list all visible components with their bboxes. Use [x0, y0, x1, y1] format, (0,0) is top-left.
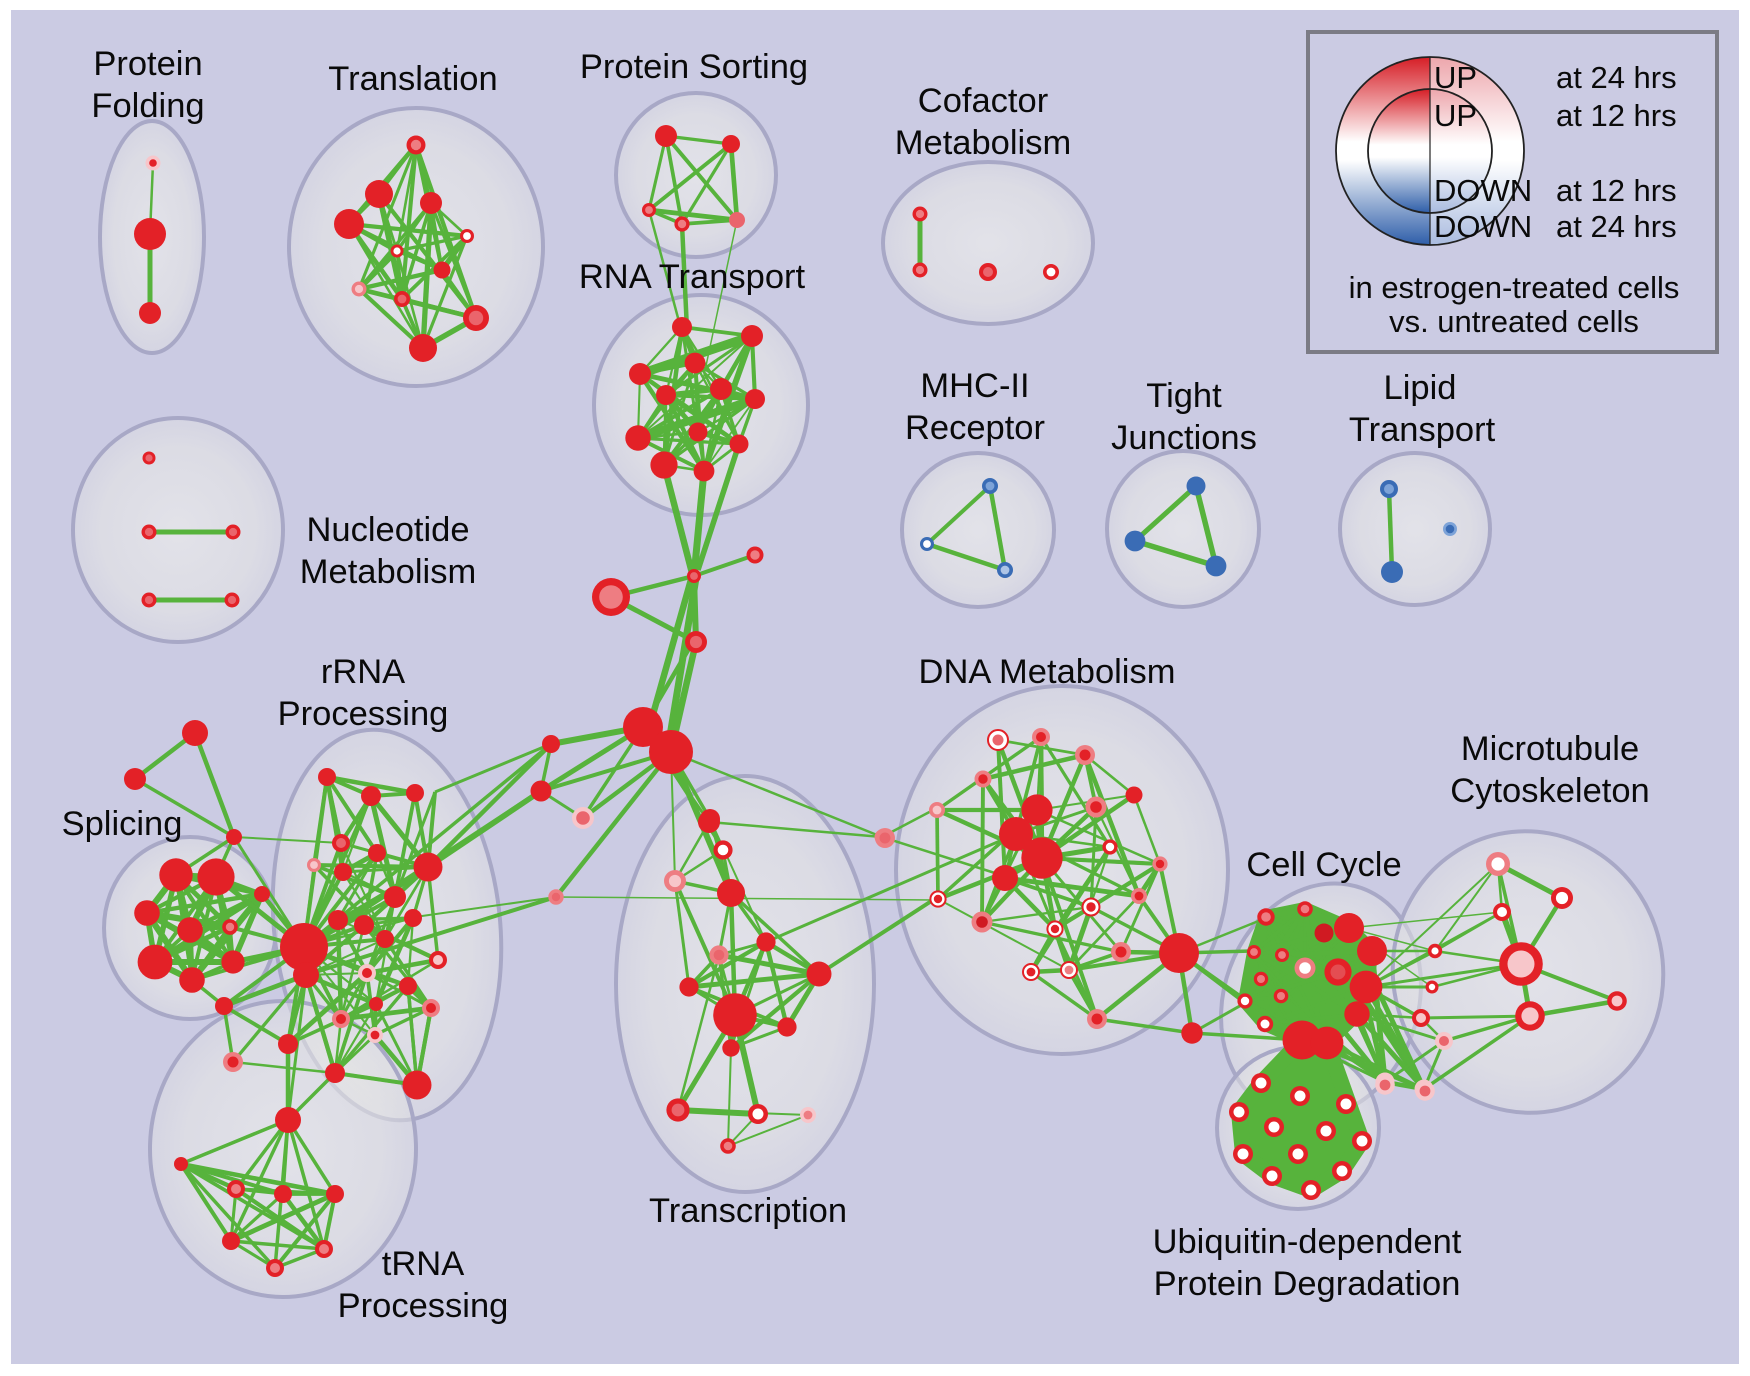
svg-text:tRNA: tRNA: [382, 1245, 464, 1283]
svg-text:RNA Transport: RNA Transport: [579, 258, 806, 296]
svg-text:Metabolism: Metabolism: [300, 553, 476, 591]
svg-text:Lipid: Lipid: [1384, 369, 1457, 407]
svg-text:rRNA: rRNA: [321, 653, 405, 691]
svg-text:Folding: Folding: [91, 87, 204, 125]
svg-text:Translation: Translation: [328, 60, 497, 98]
svg-text:Cell Cycle: Cell Cycle: [1246, 846, 1401, 884]
svg-text:UP: UP: [1434, 98, 1477, 133]
svg-text:Cofactor: Cofactor: [918, 82, 1048, 120]
svg-text:DOWN: DOWN: [1434, 209, 1532, 244]
svg-text:at 12 hrs: at 12 hrs: [1556, 173, 1677, 208]
svg-text:Metabolism: Metabolism: [895, 124, 1071, 162]
svg-text:Protein Sorting: Protein Sorting: [580, 48, 808, 86]
svg-text:Ubiquitin-dependent: Ubiquitin-dependent: [1153, 1223, 1462, 1261]
svg-text:Cytoskeleton: Cytoskeleton: [1450, 772, 1649, 810]
svg-text:Junctions: Junctions: [1111, 419, 1257, 457]
svg-text:Microtubule: Microtubule: [1461, 730, 1639, 768]
svg-text:at 24 hrs: at 24 hrs: [1556, 209, 1677, 244]
svg-text:Nucleotide: Nucleotide: [306, 511, 469, 549]
svg-text:Protein Degradation: Protein Degradation: [1154, 1265, 1461, 1303]
svg-text:at 12 hrs: at 12 hrs: [1556, 98, 1677, 133]
svg-text:Processing: Processing: [338, 1287, 509, 1325]
svg-text:at 24 hrs: at 24 hrs: [1556, 60, 1677, 95]
svg-text:UP: UP: [1434, 60, 1477, 95]
svg-text:Splicing: Splicing: [62, 805, 183, 843]
svg-text:Transport: Transport: [1349, 411, 1496, 449]
svg-text:Tight: Tight: [1146, 377, 1222, 415]
svg-text:MHC-II: MHC-II: [920, 367, 1029, 405]
svg-text:DOWN: DOWN: [1434, 173, 1532, 208]
svg-text:Receptor: Receptor: [905, 409, 1045, 447]
svg-text:vs. untreated cells: vs. untreated cells: [1389, 304, 1639, 339]
svg-text:Protein: Protein: [93, 45, 202, 83]
svg-text:Processing: Processing: [278, 695, 449, 733]
svg-text:in estrogen-treated cells: in estrogen-treated cells: [1349, 270, 1680, 305]
svg-text:Transcription: Transcription: [649, 1192, 847, 1230]
svg-text:DNA Metabolism: DNA Metabolism: [919, 653, 1176, 691]
